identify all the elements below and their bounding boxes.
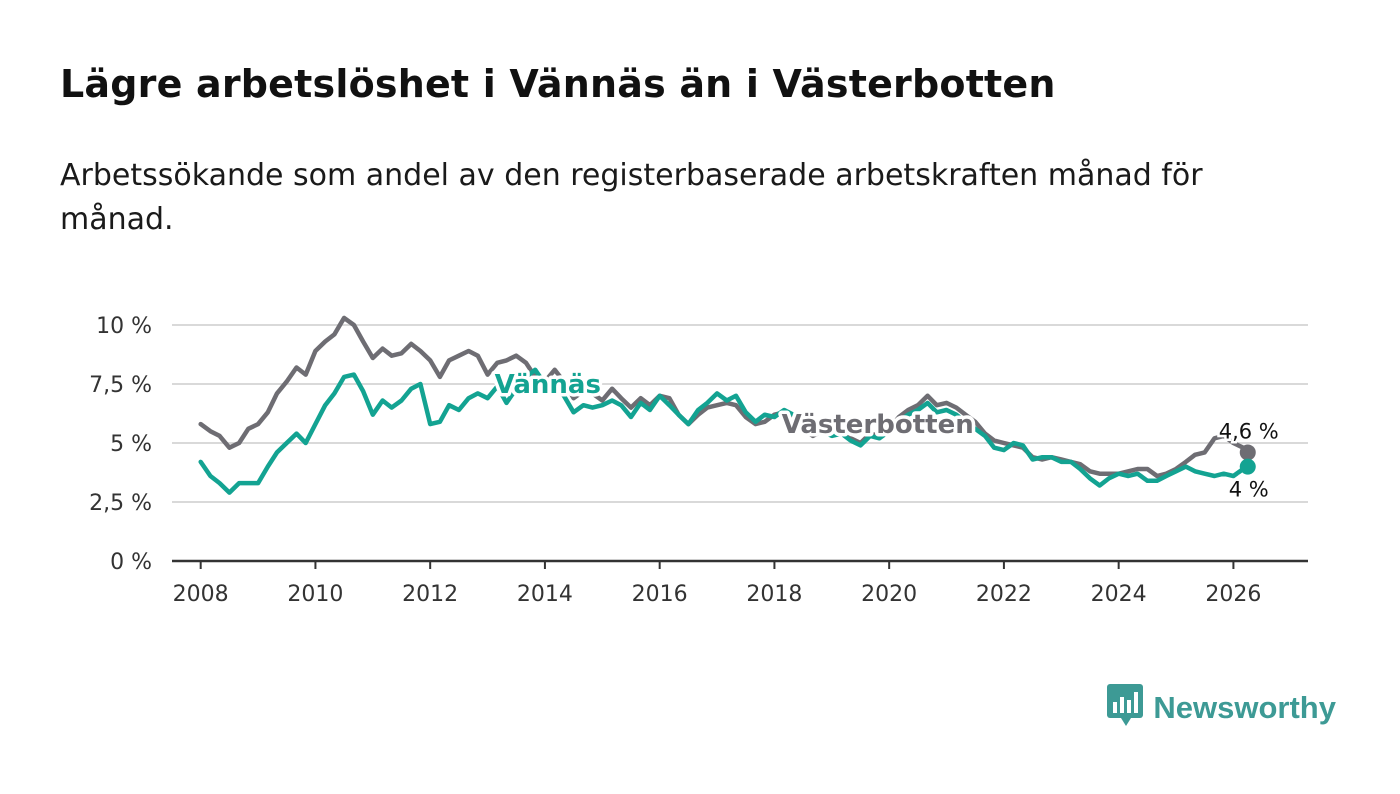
series-line-v-sterbotten [198,315,1251,479]
x-tick-label: 2008 [173,582,229,607]
labels: Vännäs Västerbotten 4,6 % 4 % [491,367,1281,505]
bar-chart-speech-icon [1107,684,1144,732]
end-value-label: 4 % [1229,478,1269,502]
x-tick-label: 2014 [517,582,573,607]
x-tick-label: 2010 [287,582,343,607]
y-tick-label: 10 % [96,314,152,339]
chart-subtitle: Arbetssökande som andel av den registerb… [60,158,1203,237]
series-line-v-nn-s [198,367,1251,495]
axes: 0 % 2,5 % 5 % 7,5 % 10 % 2008 2010 2012 2014 2016… [89,314,1308,607]
y-tick-label: 7,5 % [89,373,152,398]
end-point-marker [1239,444,1256,461]
x-tick-label: 2020 [861,582,917,607]
x-tick-label: 2024 [1091,582,1147,607]
x-tick-label: 2018 [746,582,802,607]
series-label: Vännäs [495,370,601,400]
x-tick-label: 2012 [402,582,458,607]
y-tick-label: 2,5 % [89,491,152,516]
end-value-label: 4,6 % [1219,419,1279,443]
x-tick-label: 2016 [632,582,688,607]
newsworthy-logo[interactable]: Newsworthy [1107,684,1336,732]
series-lines [198,315,1251,495]
x-tick-label: 2022 [976,582,1032,607]
series-label: Västerbotten [782,410,974,440]
y-tick-label: 5 % [110,432,152,457]
end-point-marker [1239,458,1256,475]
chart-title: Lägre arbetslöshet i Vännäs än i Västerb… [60,62,1056,106]
x-tick-label: 2026 [1205,582,1261,607]
y-tick-label: 0 % [110,550,152,575]
brand-name: Newsworthy [1153,690,1336,725]
